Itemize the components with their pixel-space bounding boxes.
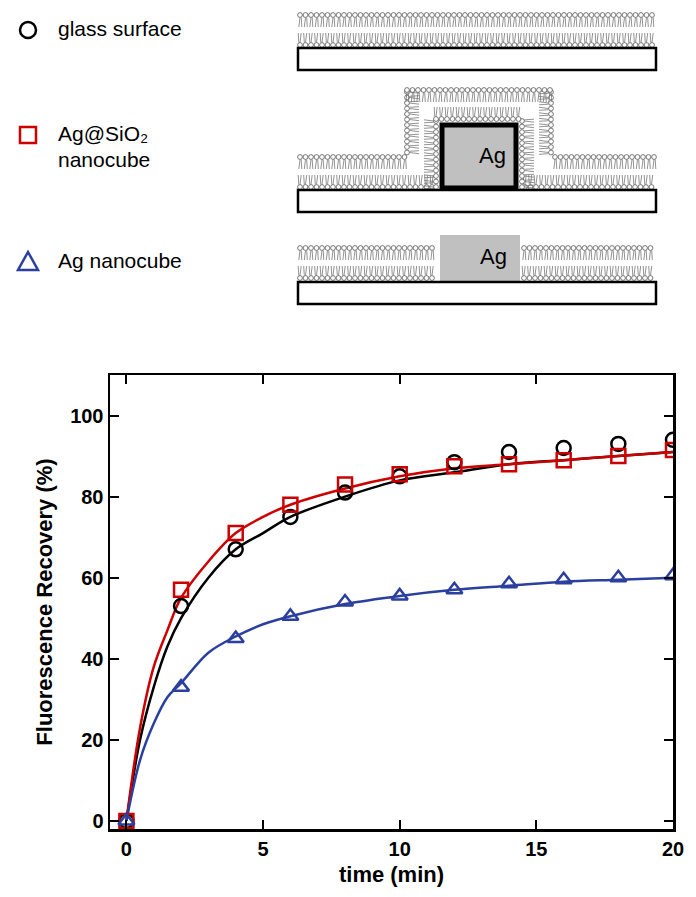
svg-text:5: 5 xyxy=(257,838,268,860)
svg-text:20: 20 xyxy=(81,729,103,751)
svg-text:glass surface: glass surface xyxy=(58,17,182,40)
svg-text:Ag: Ag xyxy=(479,143,506,168)
svg-text:0: 0 xyxy=(121,838,132,860)
svg-text:15: 15 xyxy=(525,838,547,860)
svg-text:10: 10 xyxy=(389,838,411,860)
svg-text:0: 0 xyxy=(92,810,103,832)
svg-text:Ag: Ag xyxy=(480,244,507,269)
svg-text:100: 100 xyxy=(70,405,103,427)
svg-text:nanocube: nanocube xyxy=(58,148,150,171)
svg-text:60: 60 xyxy=(81,567,103,589)
svg-text:Ag@SiO₂: Ag@SiO₂ xyxy=(58,122,148,145)
svg-text:20: 20 xyxy=(662,838,684,860)
svg-text:80: 80 xyxy=(81,486,103,508)
svg-text:Ag nanocube: Ag nanocube xyxy=(58,249,182,272)
svg-text:40: 40 xyxy=(81,648,103,670)
svg-text:Fluorescence Recovery (%): Fluorescence Recovery (%) xyxy=(32,458,57,745)
svg-text:time (min): time (min) xyxy=(339,862,444,887)
